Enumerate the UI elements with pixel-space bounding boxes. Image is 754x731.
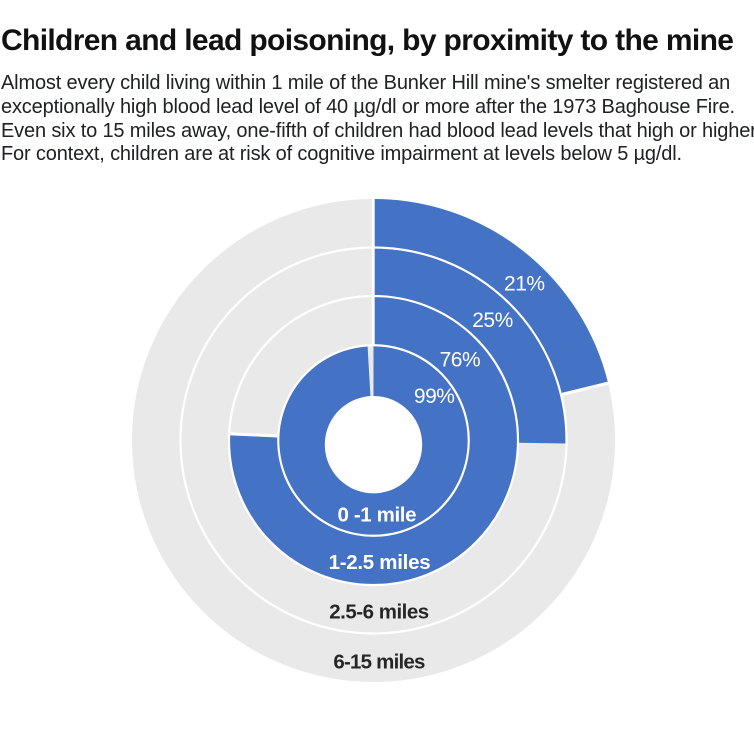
svg-text:1-2.5 miles: 1-2.5 miles <box>329 551 431 574</box>
svg-text:2.5-6 miles: 2.5-6 miles <box>329 600 429 623</box>
svg-text:0 -1 mile: 0 -1 mile <box>338 504 417 527</box>
svg-text:99%: 99% <box>414 385 455 408</box>
svg-text:76%: 76% <box>440 349 481 372</box>
svg-text:6-15 miles: 6-15 miles <box>333 650 425 673</box>
svg-text:25%: 25% <box>472 309 513 332</box>
svg-text:21%: 21% <box>504 273 545 296</box>
